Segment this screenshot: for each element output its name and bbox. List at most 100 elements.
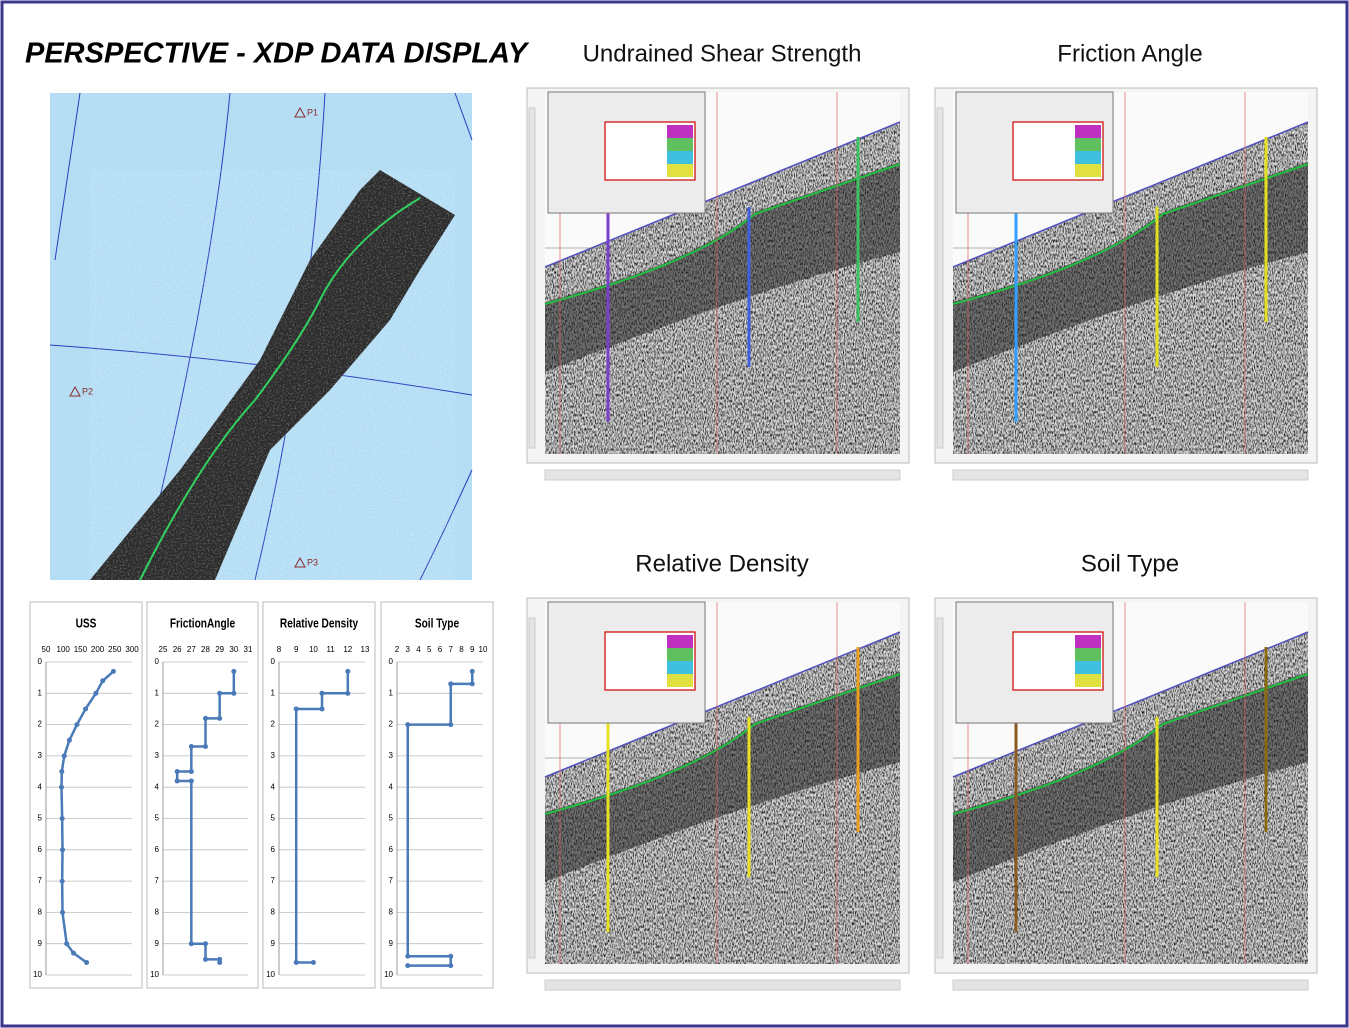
y-tick-label: 8 [38, 908, 43, 917]
y-tick-label: 3 [389, 751, 394, 760]
data-point [345, 691, 350, 696]
y-tick-label: 9 [389, 939, 394, 948]
scrollbar [545, 470, 900, 480]
y-tick-label: 8 [271, 908, 276, 917]
y-tick-label: 7 [389, 876, 394, 885]
x-tick-label: 26 [173, 645, 182, 654]
y-tick-label: 4 [38, 782, 43, 791]
y-tick-label: 1 [389, 688, 394, 697]
panel-title: Undrained Shear Strength [583, 40, 862, 67]
y-tick-label: 8 [389, 908, 394, 917]
x-tick-label: 6 [438, 645, 443, 654]
x-tick-label: 25 [159, 645, 168, 654]
chart-title: Relative Density [280, 616, 359, 630]
y-tick-label: 7 [271, 876, 276, 885]
y-tick-label: 2 [155, 720, 160, 729]
data-point [175, 778, 180, 783]
x-tick-label: 250 [108, 645, 122, 654]
data-point [189, 778, 194, 783]
x-tick-label: 10 [309, 645, 318, 654]
profile-chart: Relative Density8910111213012345678910 [263, 602, 375, 988]
color-swatch [667, 138, 693, 151]
x-tick-label: 12 [343, 645, 352, 654]
data-point [189, 744, 194, 749]
y-tick-label: 10 [150, 970, 159, 979]
panel-title: Soil Type [1081, 550, 1179, 577]
y-tick-label: 7 [155, 876, 160, 885]
y-tick-label: 2 [271, 720, 276, 729]
data-point [203, 941, 208, 946]
color-swatch [667, 125, 693, 138]
chart-title: USS [76, 616, 97, 630]
data-point [203, 957, 208, 962]
y-tick-label: 0 [389, 657, 394, 666]
data-point [71, 951, 76, 956]
x-tick-label: 27 [187, 645, 196, 654]
panel-title: Friction Angle [1057, 40, 1202, 67]
scrollbar [953, 980, 1308, 990]
seismic-panel: Soil Type [935, 550, 1317, 990]
y-tick-label: 6 [271, 845, 276, 854]
y-tick-label: 5 [155, 814, 160, 823]
x-tick-label: 150 [74, 645, 88, 654]
color-swatch [667, 674, 693, 687]
data-point [217, 691, 222, 696]
y-tick-label: 3 [38, 751, 43, 760]
seismic-panel: Relative Density [527, 550, 909, 990]
x-tick-label: 100 [57, 645, 71, 654]
x-tick-label: 3 [406, 645, 411, 654]
chart-box [263, 602, 375, 988]
y-tick-label: 10 [384, 970, 393, 979]
seismic-panel: Friction Angle [935, 40, 1317, 480]
chart-title: FrictionAngle [170, 616, 236, 630]
color-swatch [1075, 125, 1101, 138]
y-tick-label: 1 [155, 688, 160, 697]
data-point [189, 769, 194, 774]
x-tick-label: 4 [416, 645, 421, 654]
data-point [83, 706, 88, 711]
y-tick-label: 2 [38, 720, 43, 729]
map [50, 93, 472, 580]
y-tick-label: 3 [155, 751, 160, 760]
data-point [294, 960, 299, 965]
profile-chart: Soil Type2345678910012345678910 [381, 602, 493, 988]
x-tick-label: 13 [361, 645, 370, 654]
y-tick-label: 5 [271, 814, 276, 823]
data-point [320, 706, 325, 711]
scroll-track [529, 108, 535, 448]
seismic-panel: Undrained Shear Strength [527, 40, 909, 480]
data-point [203, 716, 208, 721]
data-point [448, 954, 453, 959]
scrollbar [545, 980, 900, 990]
x-tick-label: 31 [244, 645, 253, 654]
color-swatch [1075, 635, 1101, 648]
color-swatch [1075, 151, 1101, 164]
y-tick-label: 6 [38, 845, 43, 854]
slide: PERSPECTIVE - XDP DATA DISPLAY P1P2P3Und… [0, 0, 1349, 1028]
color-swatch [1075, 661, 1101, 674]
y-tick-label: 4 [271, 782, 276, 791]
data-point [60, 910, 65, 915]
data-point [59, 769, 64, 774]
panel-title: Relative Density [635, 550, 808, 577]
data-point [448, 963, 453, 968]
y-tick-label: 10 [33, 970, 42, 979]
map-label: P1 [307, 107, 318, 117]
y-tick-label: 0 [155, 657, 160, 666]
data-point [60, 879, 65, 884]
x-tick-label: 7 [449, 645, 454, 654]
data-point [60, 847, 65, 852]
data-point [203, 744, 208, 749]
color-swatch [667, 151, 693, 164]
color-swatch [1075, 164, 1101, 177]
chart-title: Soil Type [415, 616, 460, 630]
y-tick-label: 10 [266, 970, 275, 979]
x-tick-label: 50 [42, 645, 51, 654]
chart-box [381, 602, 493, 988]
color-swatch [667, 661, 693, 674]
color-swatch [667, 648, 693, 661]
x-tick-label: 8 [459, 645, 464, 654]
data-point [448, 681, 453, 686]
